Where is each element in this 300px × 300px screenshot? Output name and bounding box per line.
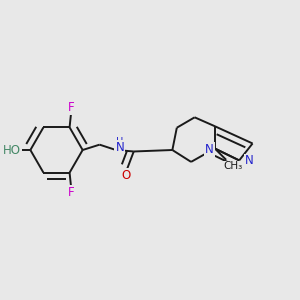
Text: O: O: [122, 169, 131, 182]
Text: F: F: [68, 186, 74, 199]
Text: N: N: [244, 154, 253, 167]
Text: HO: HO: [3, 143, 21, 157]
Text: N: N: [116, 140, 124, 154]
Text: H: H: [116, 137, 124, 147]
Text: CH₃: CH₃: [223, 161, 242, 171]
Text: N: N: [205, 143, 214, 156]
Text: F: F: [68, 101, 74, 114]
